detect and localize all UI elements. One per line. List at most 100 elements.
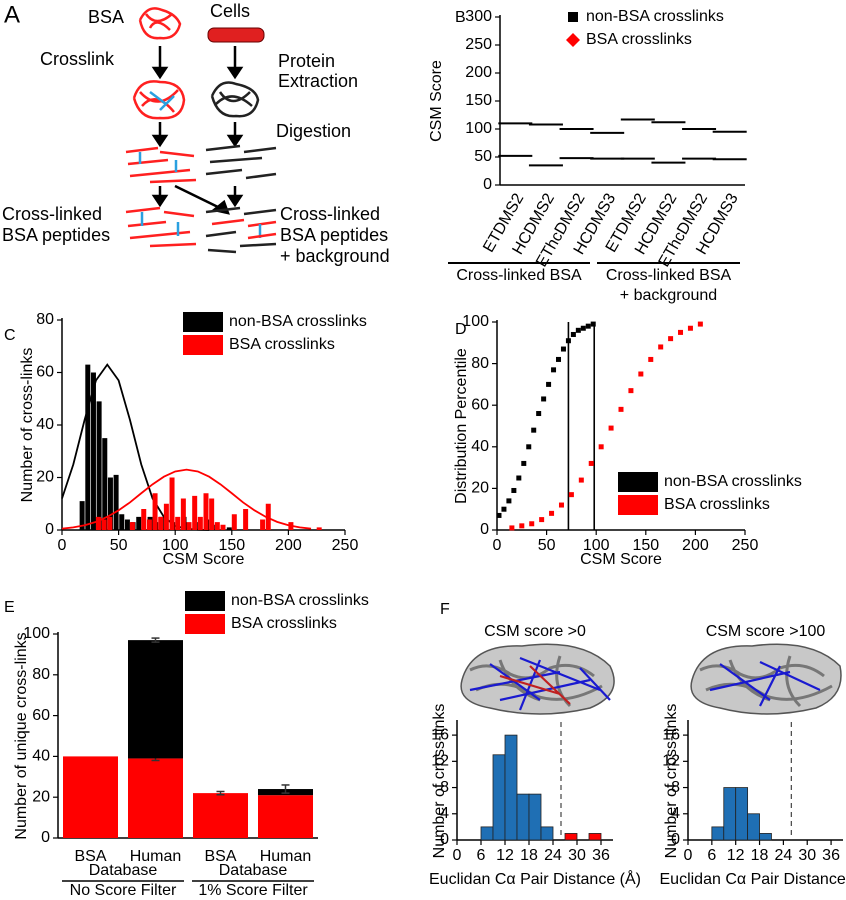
y-axis-title: Number of cross-links [19, 348, 36, 503]
point [556, 356, 562, 362]
bar [101, 519, 107, 530]
x-tick-label: 36 [592, 847, 610, 864]
x-tick-label: Human [260, 848, 312, 865]
bar [192, 495, 198, 530]
bar-segment [193, 793, 248, 838]
peptide [125, 146, 197, 184]
point [546, 381, 552, 387]
arrow-head [151, 66, 169, 80]
x-tick-label: 150 [218, 537, 245, 554]
point [678, 329, 684, 335]
peptide [205, 144, 277, 180]
bar [107, 477, 113, 530]
point [521, 460, 527, 466]
y-tick-label: 60 [471, 396, 489, 413]
y-tick-label: 0 [671, 831, 680, 848]
point [575, 327, 581, 333]
legend-swatch [618, 472, 658, 492]
peptide [211, 218, 277, 228]
bar [129, 522, 135, 530]
y-tick-label: 20 [471, 480, 489, 497]
bar [107, 516, 113, 530]
y-tick-label: 60 [36, 364, 54, 381]
bar [96, 401, 102, 530]
point [687, 325, 693, 331]
label: BSA [88, 7, 124, 27]
point [697, 321, 703, 327]
x-tick-label: 18 [751, 847, 769, 864]
crosslinks [499, 665, 571, 705]
point [588, 460, 594, 466]
x-tick-label: 100 [162, 537, 189, 554]
y-tick-label: 8 [440, 779, 449, 796]
bar [79, 501, 85, 530]
legend-label: BSA crosslinks [231, 615, 337, 632]
x-tick-label: 6 [477, 847, 486, 864]
peptide [205, 206, 277, 254]
group-label: + background [620, 287, 717, 304]
x-axis-title: Euclidan Cα Pair Distance (Å) [429, 869, 641, 888]
point [539, 517, 545, 523]
bar [90, 372, 96, 530]
x-tick-label: 100 [583, 537, 610, 554]
bar [231, 514, 237, 530]
panel-label: D [455, 321, 467, 338]
bar [85, 364, 91, 530]
y-tick-label: 0 [440, 831, 449, 848]
peptide [247, 232, 277, 240]
point [519, 523, 525, 529]
y-axis-title: CSM Score [428, 60, 445, 142]
bar [528, 793, 542, 841]
bar [197, 516, 203, 530]
bar [480, 826, 494, 841]
panel-label: F [440, 601, 450, 618]
point [529, 521, 535, 527]
bar [152, 493, 158, 530]
arrow-head [226, 134, 244, 148]
bar [492, 754, 506, 841]
legend-swatch [618, 495, 658, 515]
panel-label: A [4, 1, 20, 28]
legend-swatch [183, 312, 223, 332]
x-tick-label: 30 [798, 847, 816, 864]
x-tick-label: 18 [520, 847, 538, 864]
bar-segment [63, 756, 118, 838]
label: Cross-linked [280, 204, 380, 224]
bar [516, 793, 530, 841]
bar [588, 833, 602, 841]
panel-label: E [4, 599, 15, 616]
bar [220, 524, 226, 530]
point [551, 367, 557, 373]
structure-right [690, 643, 842, 715]
arrow-head [226, 66, 244, 80]
arrow [174, 184, 221, 210]
y-tick-label: 16 [662, 726, 680, 743]
legend-label: non-BSA crosslinks [586, 8, 724, 25]
protein-chain [132, 80, 186, 120]
point [541, 396, 547, 402]
error-bar [281, 784, 290, 794]
legend-label: BSA crosslinks [586, 31, 692, 48]
bar [316, 527, 322, 530]
y-tick-label: 80 [36, 311, 54, 328]
bar-segment [128, 640, 183, 759]
y-tick-label: 0 [483, 176, 492, 193]
point [496, 512, 502, 518]
bar [265, 503, 271, 530]
point [531, 427, 537, 433]
point [590, 321, 596, 327]
legend-label: non-BSA crosslinks [229, 313, 367, 330]
point [506, 498, 512, 504]
group-label: Database [89, 862, 158, 879]
group-name: 1% Score Filter [198, 882, 308, 899]
crosslink [140, 212, 180, 236]
label: Cells [210, 1, 250, 21]
y-tick-label: 40 [32, 748, 50, 765]
bar [243, 509, 249, 530]
legend-label: BSA crosslinks [229, 336, 335, 353]
y-tick-label: 12 [431, 753, 449, 770]
x-axis-title: CSM Score [580, 551, 662, 568]
x-tick-label: 0 [684, 847, 693, 864]
legend-swatch [183, 335, 223, 355]
